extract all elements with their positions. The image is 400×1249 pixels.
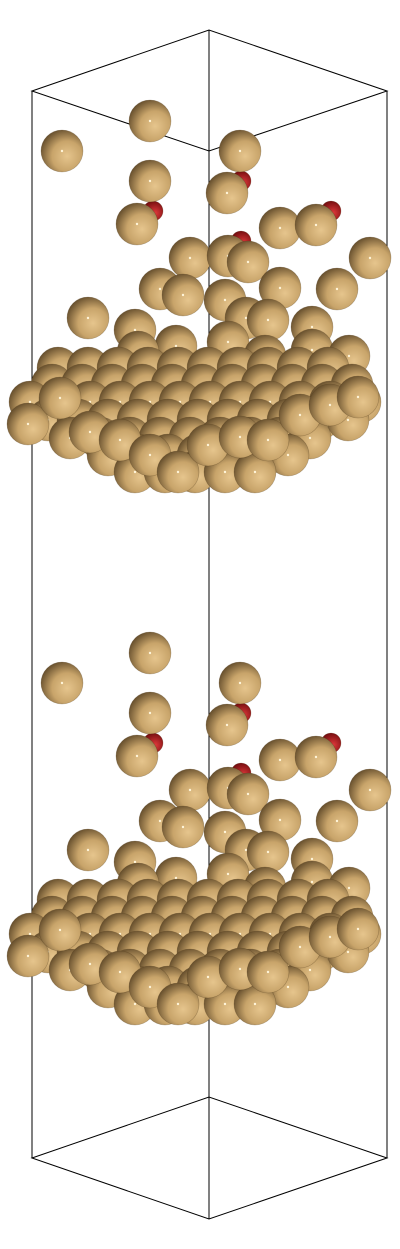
atom-highlight <box>188 788 192 792</box>
atom-highlight <box>253 1002 257 1006</box>
atom-highlight <box>223 298 227 302</box>
atom-highlight <box>158 287 162 291</box>
atom-highlight <box>148 453 152 457</box>
atom-highlight <box>174 344 178 348</box>
atom-highlight <box>26 422 30 426</box>
atom-highlight <box>238 681 242 685</box>
atom-highlight <box>347 886 351 890</box>
atom-highlight <box>335 287 339 291</box>
atom-highlight <box>310 880 314 884</box>
atom-highlight <box>238 435 242 439</box>
atom-highlight <box>308 968 312 972</box>
atom-highlight <box>133 470 137 474</box>
atom-highlight <box>314 223 318 227</box>
atom-highlight <box>181 293 185 297</box>
atom-highlight <box>310 857 314 861</box>
atom-highlight <box>226 872 230 876</box>
atom-highlight <box>335 819 339 823</box>
atom-highlight <box>58 928 62 932</box>
atom-highlight <box>328 935 332 939</box>
atom-highlight <box>286 453 290 457</box>
atom-highlight <box>118 970 122 974</box>
atom-highlight <box>135 222 139 226</box>
atom-highlight <box>246 792 250 796</box>
atom-highlight <box>133 860 137 864</box>
atom-highlight <box>278 226 282 230</box>
atom-highlight <box>347 354 351 358</box>
atom-highlight <box>266 318 270 322</box>
atom-highlight <box>88 430 92 434</box>
atom-highlight <box>148 651 152 655</box>
atom-highlight <box>266 970 270 974</box>
atom-highlight <box>188 256 192 260</box>
atom-highlight <box>86 848 90 852</box>
atom-highlight <box>246 260 250 264</box>
atom-highlight <box>223 830 227 834</box>
atom-highlight <box>223 1002 227 1006</box>
atom-highlight <box>58 396 62 400</box>
atom-highlight <box>310 348 314 352</box>
atom-highlight <box>148 711 152 715</box>
atom-highlight <box>310 325 314 329</box>
atom-highlight <box>135 754 139 758</box>
atom-highlight <box>278 818 282 822</box>
atom-highlight <box>26 954 30 958</box>
atom-highlight <box>314 755 318 759</box>
atom-highlight <box>278 758 282 762</box>
atom-highlight <box>148 179 152 183</box>
atom-highlight <box>133 328 137 332</box>
atom-highlight <box>176 470 180 474</box>
atoms-layer <box>6 99 392 1026</box>
atom-highlight <box>278 286 282 290</box>
atom-highlight <box>356 927 360 931</box>
atom-highlight <box>368 256 372 260</box>
atom-highlight <box>60 149 64 153</box>
atom-highlight <box>225 191 229 195</box>
atom-highlight <box>328 403 332 407</box>
atom-highlight <box>148 119 152 123</box>
atom-highlight <box>28 400 32 404</box>
atom-highlight <box>266 438 270 442</box>
atom-highlight <box>223 470 227 474</box>
atom-highlight <box>298 945 302 949</box>
atom-highlight <box>206 443 210 447</box>
atom-highlight <box>60 681 64 685</box>
atom-highlight <box>244 848 248 852</box>
atom-highlight <box>286 985 290 989</box>
atom-highlight <box>86 316 90 320</box>
atom-highlight <box>244 316 248 320</box>
atom-highlight <box>266 850 270 854</box>
atom-highlight <box>253 470 257 474</box>
atom-highlight <box>368 788 372 792</box>
atom-highlight <box>298 413 302 417</box>
atom-highlight <box>28 932 32 936</box>
atom-highlight <box>238 149 242 153</box>
atom-highlight <box>133 1002 137 1006</box>
atom-highlight <box>346 418 350 422</box>
atom-highlight <box>158 819 162 823</box>
atom-highlight <box>356 395 360 399</box>
atom-highlight <box>238 967 242 971</box>
atom-highlight <box>148 985 152 989</box>
atom-highlight <box>118 438 122 442</box>
atom-highlight <box>226 340 230 344</box>
atom-highlight <box>308 436 312 440</box>
atom-highlight <box>181 825 185 829</box>
atom-highlight <box>346 950 350 954</box>
atom-highlight <box>176 1002 180 1006</box>
atom-highlight <box>206 975 210 979</box>
atom-highlight <box>225 723 229 727</box>
atom-highlight <box>174 876 178 880</box>
atom-highlight <box>88 962 92 966</box>
